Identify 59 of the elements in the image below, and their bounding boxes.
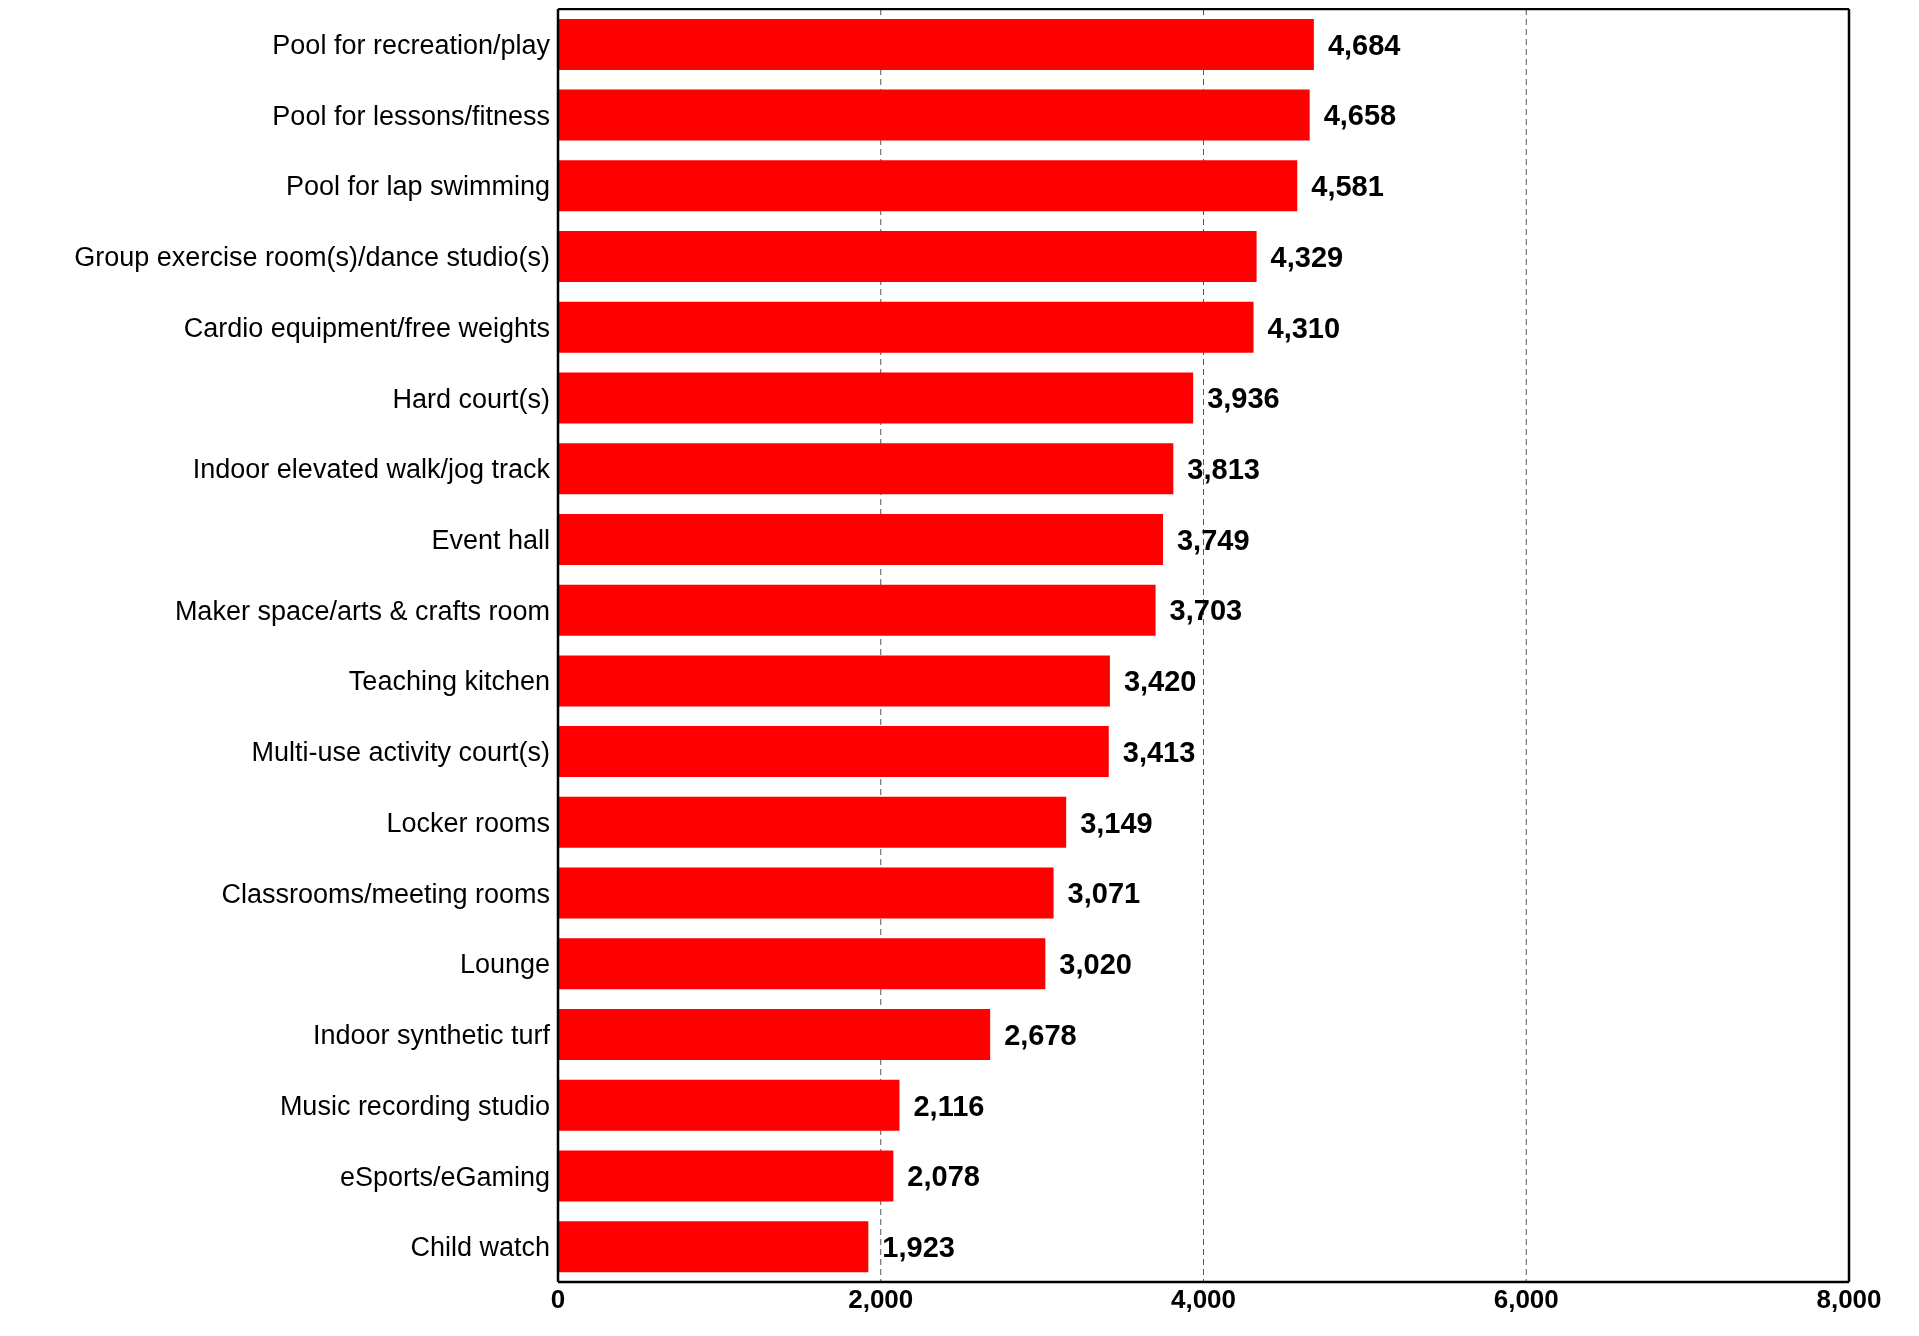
data-label: 4,684 <box>1327 28 1401 61</box>
y-tick-label: Hard court(s) <box>392 383 550 414</box>
bar <box>558 938 1046 990</box>
data-label: 2,116 <box>913 1089 985 1122</box>
y-tick-label: Music recording studio <box>279 1090 550 1121</box>
data-label: 4,310 <box>1267 311 1341 344</box>
bar <box>558 1009 991 1061</box>
y-tick-label: Indoor synthetic turf <box>312 1020 551 1051</box>
y-tick-label: eSports/eGaming <box>339 1161 550 1192</box>
data-label: 3,749 <box>1176 523 1250 556</box>
bar <box>558 89 1310 141</box>
bar <box>558 726 1109 778</box>
data-label: 3,071 <box>1067 877 1141 910</box>
y-tick-label: Maker space/arts & crafts room <box>174 595 550 626</box>
bar <box>558 513 1163 565</box>
bar <box>558 372 1194 424</box>
bar <box>558 867 1054 919</box>
y-tick-label: Multi-use activity court(s) <box>251 737 550 768</box>
bar <box>558 443 1174 495</box>
y-tick-label: Child watch <box>410 1232 550 1263</box>
y-tick-label: Event hall <box>431 525 550 555</box>
bar <box>558 796 1067 848</box>
x-tick-label: 0 <box>550 1284 566 1315</box>
x-tick-label: 2,000 <box>848 1284 914 1315</box>
x-tick-label: 6,000 <box>1493 1284 1559 1315</box>
data-label: 4,658 <box>1323 99 1397 132</box>
bar <box>558 160 1298 212</box>
y-tick-label: Locker rooms <box>386 807 550 838</box>
y-tick-label: Indoor elevated walk/jog track <box>192 454 551 485</box>
data-label: 4,581 <box>1311 170 1384 203</box>
bar <box>558 18 1314 70</box>
data-label: 4,329 <box>1270 240 1344 273</box>
y-tick-label: Cardio equipment/free weights <box>183 312 550 343</box>
y-tick-label: Lounge <box>459 949 550 980</box>
bar <box>558 1221 869 1273</box>
data-label: 3,703 <box>1169 594 1243 627</box>
y-tick-label: Pool for lessons/fitness <box>272 100 550 131</box>
x-tick-label: 8,000 <box>1816 1284 1882 1315</box>
bar <box>558 301 1254 353</box>
data-label: 3,936 <box>1207 382 1280 415</box>
y-tick-label: Teaching kitchen <box>348 666 550 697</box>
data-label: 3,413 <box>1122 735 1196 768</box>
data-label: 3,420 <box>1123 665 1197 698</box>
bar <box>558 655 1110 707</box>
data-label: 1,923 <box>882 1230 955 1263</box>
x-tick-label: 4,000 <box>1170 1284 1237 1315</box>
y-tick-label: Pool for recreation/play <box>272 29 551 60</box>
data-label: 3,149 <box>1080 806 1153 839</box>
y-tick-label: Classrooms/meeting rooms <box>221 878 550 909</box>
y-tick-label: Group exercise room(s)/dance studio(s) <box>74 242 550 273</box>
data-label: 2,678 <box>1004 1018 1077 1051</box>
data-label: 3,813 <box>1187 453 1260 486</box>
bar <box>558 584 1156 636</box>
bar <box>558 1150 894 1202</box>
y-tick-label: Pool for lap swimming <box>285 171 550 202</box>
bar <box>558 231 1257 283</box>
data-label: 2,078 <box>907 1160 980 1193</box>
bar <box>558 1079 900 1131</box>
data-label: 3,020 <box>1059 948 1132 981</box>
